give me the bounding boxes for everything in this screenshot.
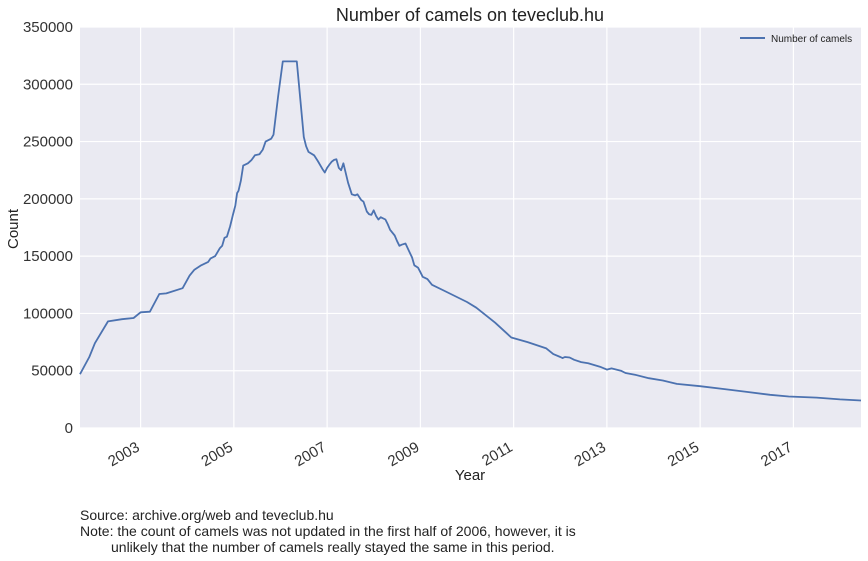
y-tick-label: 350000 (23, 19, 73, 36)
y-tick-label: 100000 (23, 305, 73, 322)
y-axis-label: Count (5, 208, 22, 249)
series-line (79, 60, 862, 402)
x-tick-label: 2007 (292, 439, 329, 470)
y-tick-label: 0 (65, 420, 73, 437)
footnote-note: Note: the count of camels was not update… (80, 523, 576, 539)
y-axis-ticks: 0 50000 100000 150000 200000 250000 300000 3500… (23, 19, 73, 437)
grid (80, 26, 861, 429)
x-tick-label: 2003 (105, 439, 142, 470)
x-tick-label: 2015 (665, 439, 702, 470)
series-layer (79, 60, 862, 402)
legend-label: Number of camels (771, 34, 852, 45)
y-tick-label: 300000 (23, 76, 73, 93)
plot-area (80, 27, 861, 428)
y-tick-label: 200000 (23, 191, 73, 208)
x-tick-label: 2011 (479, 439, 515, 470)
x-tick-label: 2017 (758, 439, 795, 470)
x-tick-label: 2005 (198, 439, 235, 470)
footnote-source: Source: archive.org/web and teveclub.hu (80, 507, 334, 523)
x-axis-ticks: 2003 2005 2007 2009 2011 2013 2015 2017 (105, 439, 795, 470)
x-tick-label: 2013 (571, 439, 608, 470)
legend: Number of camels (740, 34, 852, 45)
y-tick-label: 150000 (23, 248, 73, 265)
x-tick-label: 2009 (385, 439, 422, 470)
chart-title: Number of camels on teveclub.hu (336, 5, 604, 25)
x-axis-label: Year (455, 467, 485, 484)
y-tick-label: 50000 (31, 363, 73, 380)
y-tick-label: 250000 (23, 134, 73, 151)
footnote: Source: archive.org/web and teveclub.hu … (80, 507, 576, 555)
footnote-note-continued: unlikely that the number of camels reall… (111, 539, 555, 555)
